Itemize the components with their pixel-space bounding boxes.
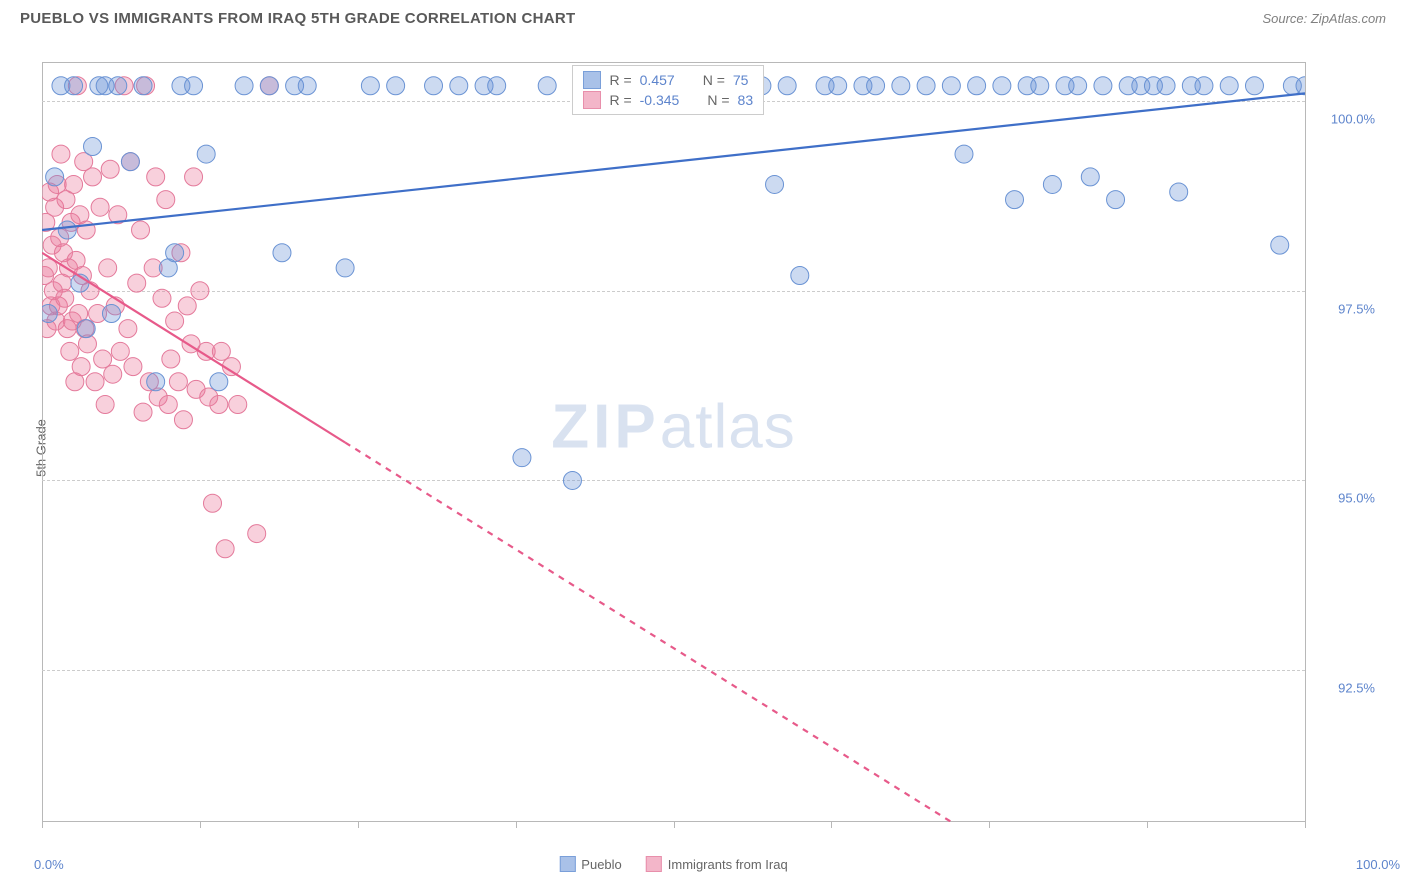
y-tick-label: 97.5% bbox=[1338, 301, 1375, 316]
plot-area: ZIPatlas R = 0.457 N = 75 R = -0.345 N =… bbox=[42, 62, 1306, 822]
x-tick bbox=[1305, 822, 1306, 828]
y-tick-label: 100.0% bbox=[1331, 111, 1375, 126]
legend-label-series1: Pueblo bbox=[581, 857, 621, 872]
y-tick-label: 92.5% bbox=[1338, 681, 1375, 696]
x-axis-max-label: 100.0% bbox=[1356, 857, 1400, 872]
correlation-stats-box: R = 0.457 N = 75 R = -0.345 N = 83 bbox=[572, 65, 764, 115]
swatch-series1-icon bbox=[559, 856, 575, 872]
stats-row-series1: R = 0.457 N = 75 bbox=[583, 70, 753, 90]
x-tick bbox=[516, 822, 517, 828]
y-tick-label: 95.0% bbox=[1338, 491, 1375, 506]
r-label: R = bbox=[609, 72, 631, 88]
source-attribution: Source: ZipAtlas.com bbox=[1262, 11, 1386, 26]
n-label: N = bbox=[707, 92, 729, 108]
r-value-series1: 0.457 bbox=[640, 72, 675, 88]
r-value-series2: -0.345 bbox=[640, 92, 680, 108]
swatch-series1-icon bbox=[583, 71, 601, 89]
x-tick bbox=[831, 822, 832, 828]
x-tick bbox=[358, 822, 359, 828]
x-axis-min-label: 0.0% bbox=[34, 857, 64, 872]
x-tick bbox=[200, 822, 201, 828]
swatch-series2-icon bbox=[646, 856, 662, 872]
swatch-series2-icon bbox=[583, 91, 601, 109]
legend-item-series2: Immigrants from Iraq bbox=[646, 856, 788, 872]
stats-row-series2: R = -0.345 N = 83 bbox=[583, 90, 753, 110]
n-value-series2: 83 bbox=[738, 92, 754, 108]
x-tick bbox=[1147, 822, 1148, 828]
r-label: R = bbox=[609, 92, 631, 108]
legend-item-series1: Pueblo bbox=[559, 856, 621, 872]
chart-container: 5th Grade ZIPatlas R = 0.457 N = 75 R = … bbox=[42, 44, 1386, 852]
legend: Pueblo Immigrants from Iraq bbox=[559, 856, 787, 872]
n-value-series1: 75 bbox=[733, 72, 749, 88]
x-tick bbox=[674, 822, 675, 828]
legend-label-series2: Immigrants from Iraq bbox=[668, 857, 788, 872]
scatter-plot-svg bbox=[42, 63, 1305, 822]
chart-title: PUEBLO VS IMMIGRANTS FROM IRAQ 5TH GRADE… bbox=[20, 10, 575, 27]
x-tick bbox=[989, 822, 990, 828]
n-label: N = bbox=[703, 72, 725, 88]
x-tick bbox=[42, 822, 43, 828]
